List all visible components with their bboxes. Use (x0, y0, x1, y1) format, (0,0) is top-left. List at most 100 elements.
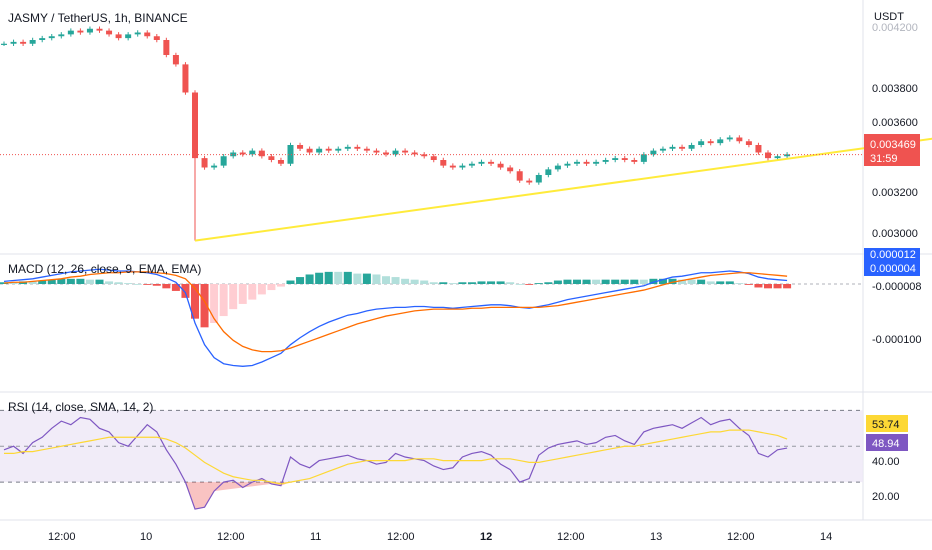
candle-body (211, 165, 218, 168)
macd-hist-bar (534, 283, 543, 284)
macd-hist-bar (324, 271, 333, 284)
macd-hist-bar (744, 284, 753, 285)
price-tick-0: 0.003800 (872, 83, 918, 95)
candle-body (402, 150, 409, 153)
macd-hist-bar (362, 273, 371, 284)
time-label-6: 12:00 (557, 531, 585, 543)
candle-body (545, 169, 552, 175)
macd-hist-bar (9, 282, 18, 284)
macd-hist-bar (658, 278, 667, 284)
macd-hist-bar (114, 282, 123, 284)
candle-body (478, 161, 485, 164)
symbol-title[interactable]: JASMY / TetherUS, 1h, BINANCE (8, 11, 188, 25)
candle-body (1, 43, 7, 45)
candle-body (411, 152, 418, 155)
macd-hist-bar (372, 274, 381, 284)
rsi-oversold-fill (185, 482, 291, 510)
macd-hist-bar (448, 283, 457, 284)
macd-hist-bar (410, 279, 419, 284)
candle-body (144, 32, 151, 37)
candle-body (631, 160, 638, 162)
macd-hist-bar (668, 278, 677, 284)
candle-body (736, 137, 743, 142)
candle-body (688, 145, 695, 149)
macd-hist-bar (697, 279, 706, 284)
candle-body (220, 156, 227, 166)
candle-body (316, 148, 323, 153)
macd-hist-bar (487, 281, 496, 284)
rsi-value: 48.94 (872, 438, 900, 450)
rsi-tick-2: 20.00 (872, 491, 900, 503)
macd-hist-bar (639, 279, 648, 284)
macd-hist-bar (286, 280, 295, 284)
macd-hist-bar (315, 272, 324, 284)
candle-body (67, 30, 74, 35)
candle-body (583, 161, 590, 164)
candlestick-series (1, 26, 791, 241)
trendline[interactable] (194, 134, 932, 242)
macd-hist-bar (544, 282, 553, 284)
macd-hist-bar (47, 279, 56, 284)
candle-body (383, 152, 389, 155)
candle-body (497, 163, 504, 168)
candle-body (77, 30, 84, 33)
candle-body (488, 161, 495, 164)
candle-body (621, 158, 628, 160)
candle-body (201, 158, 208, 168)
macd-title[interactable]: MACD (12, 26, close, 9, EMA, EMA) (8, 262, 201, 276)
macd-hist-bar (210, 284, 219, 323)
rsi-band-background (0, 410, 863, 483)
macd-hist-bar (382, 276, 390, 284)
rsi-ma-line (4, 429, 788, 485)
macd-hist-bar (496, 281, 505, 284)
macd-hist-bar (506, 282, 515, 284)
macd-hist-bar (124, 283, 133, 284)
candle-body (784, 154, 791, 157)
macd-hist-bar (773, 284, 782, 289)
macd-hist-bar (754, 284, 763, 288)
macd-hist-bar (219, 284, 228, 317)
macd-hist-bar (191, 284, 199, 319)
macd-hist-bar (515, 284, 524, 285)
candle-body (430, 156, 437, 160)
macd-hist-bar (592, 279, 601, 284)
candle-body (755, 145, 762, 153)
time-label-7: 13 (650, 531, 662, 543)
macd-hist-bar (563, 279, 572, 284)
macd-signal-badge (864, 248, 920, 260)
macd-hist-bar (687, 279, 696, 284)
macd-hist-bar (181, 284, 190, 298)
macd-hist-bar (764, 284, 772, 289)
candle-body (96, 28, 103, 31)
candle-body (507, 167, 514, 172)
macd-tick-0: -0.000100 (872, 334, 922, 346)
candle-body (306, 148, 313, 153)
candle-body (459, 165, 466, 168)
macd-hist-bar (353, 273, 362, 284)
macd-hist-bar (296, 277, 305, 284)
candle-body (277, 160, 284, 164)
macd-hist-bar (66, 278, 75, 284)
candle-body (440, 160, 447, 166)
macd-hist-bar (783, 284, 792, 289)
macd-hist-bar (85, 279, 94, 284)
candle-body (468, 163, 475, 166)
macd-hist-bar (105, 281, 114, 284)
candle-body (10, 41, 17, 44)
candle-body (325, 148, 332, 151)
macd-hist-bar (401, 278, 410, 284)
candle-body (449, 165, 456, 168)
candle-body (516, 171, 523, 181)
candle-body (58, 34, 65, 37)
rsi-title[interactable]: RSI (14, close, SMA, 14, 2) (8, 400, 153, 414)
macd-hist-bar (152, 284, 161, 286)
candle-body (698, 141, 705, 145)
candle-body (115, 34, 122, 39)
macd-hist-bar (420, 280, 429, 284)
time-label-9: 14 (820, 531, 832, 543)
macd-hist-bar (171, 284, 180, 291)
candle-body (153, 36, 160, 40)
price-tick-1: 0.003600 (872, 117, 918, 129)
macd-hist-bar (706, 281, 715, 284)
